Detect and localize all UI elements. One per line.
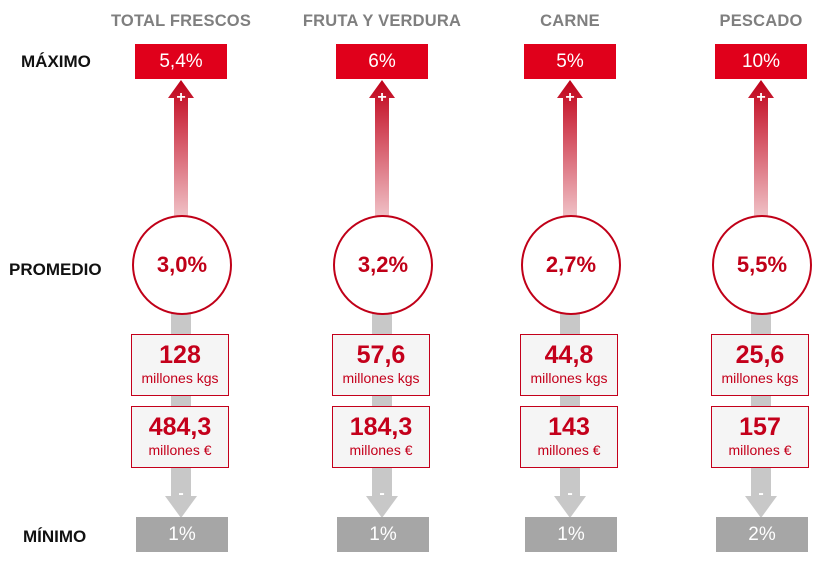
value-box: 484,3 millones € — [131, 406, 229, 468]
up-arrow-icon: + — [748, 80, 774, 220]
min-value-box: 1% — [136, 517, 228, 552]
up-arrow-icon: + — [369, 80, 395, 220]
min-value-box: 1% — [525, 517, 617, 552]
up-arrow-icon: + — [557, 80, 583, 220]
volume-box: 57,6 millones kgs — [332, 334, 430, 396]
max-value-box: 5,4% — [135, 44, 227, 79]
money-unit: millones € — [148, 442, 212, 458]
volume-box: 25,6 millones kgs — [711, 334, 809, 396]
row-label-maximo: MÁXIMO — [21, 52, 91, 71]
volume-unit: millones kgs — [141, 370, 219, 386]
plus-marker: + — [377, 89, 386, 106]
minus-marker: - — [178, 485, 183, 502]
up-arrow-icon: + — [168, 80, 194, 220]
volume-value: 25,6 — [735, 341, 785, 369]
volume-value: 44,8 — [544, 341, 594, 369]
volume-unit: millones kgs — [530, 370, 608, 386]
volume-unit: millones kgs — [721, 370, 799, 386]
row-label-promedio: PROMEDIO — [9, 260, 102, 279]
volume-box: 44,8 millones kgs — [520, 334, 618, 396]
max-value-box: 10% — [715, 44, 807, 79]
money-unit: millones € — [349, 442, 413, 458]
column-title: TOTAL FRESCOS — [110, 12, 252, 30]
plus-marker: + — [756, 89, 765, 106]
money-value: 143 — [548, 413, 590, 441]
max-value-box: 6% — [336, 44, 428, 79]
average-circle: 3,0% — [132, 215, 232, 315]
minus-marker: - — [567, 485, 572, 502]
money-unit: millones € — [537, 442, 601, 458]
row-label-minimo: MÍNIMO — [23, 527, 87, 546]
column-title: FRUTA Y VERDURA — [302, 12, 462, 30]
max-value-box: 5% — [524, 44, 616, 79]
min-value-box: 1% — [337, 517, 429, 552]
average-circle: 2,7% — [521, 215, 621, 315]
money-value: 184,3 — [349, 413, 413, 441]
column-pescado: PESCADO - + 10% 5,5% 25,6 millones kgs 1… — [681, 0, 825, 578]
column-fruta-y-verdura: FRUTA Y VERDURA - + 6% 3,2% 57,6 millone… — [302, 0, 462, 578]
min-value-box: 2% — [716, 517, 808, 552]
column-total-frescos: TOTAL FRESCOS - + 5,4% 3,0% 128 millones… — [101, 0, 261, 578]
plus-marker: + — [176, 89, 185, 106]
money-unit: millones € — [728, 442, 792, 458]
volume-value: 57,6 — [356, 341, 406, 369]
average-circle: 5,5% — [712, 215, 812, 315]
volume-value: 128 — [159, 341, 201, 369]
minus-marker: - — [758, 485, 763, 502]
average-circle: 3,2% — [333, 215, 433, 315]
value-box: 184,3 millones € — [332, 406, 430, 468]
money-value: 157 — [739, 413, 781, 441]
plus-marker: + — [565, 89, 574, 106]
value-box: 157 millones € — [711, 406, 809, 468]
volume-box: 128 millones kgs — [131, 334, 229, 396]
volume-unit: millones kgs — [342, 370, 420, 386]
column-carne: CARNE - + 5% 2,7% 44,8 millones kgs 143 … — [490, 0, 650, 578]
minus-marker: - — [379, 485, 384, 502]
money-value: 484,3 — [148, 413, 212, 441]
value-box: 143 millones € — [520, 406, 618, 468]
column-title: PESCADO — [719, 12, 803, 30]
column-title: CARNE — [540, 12, 600, 30]
